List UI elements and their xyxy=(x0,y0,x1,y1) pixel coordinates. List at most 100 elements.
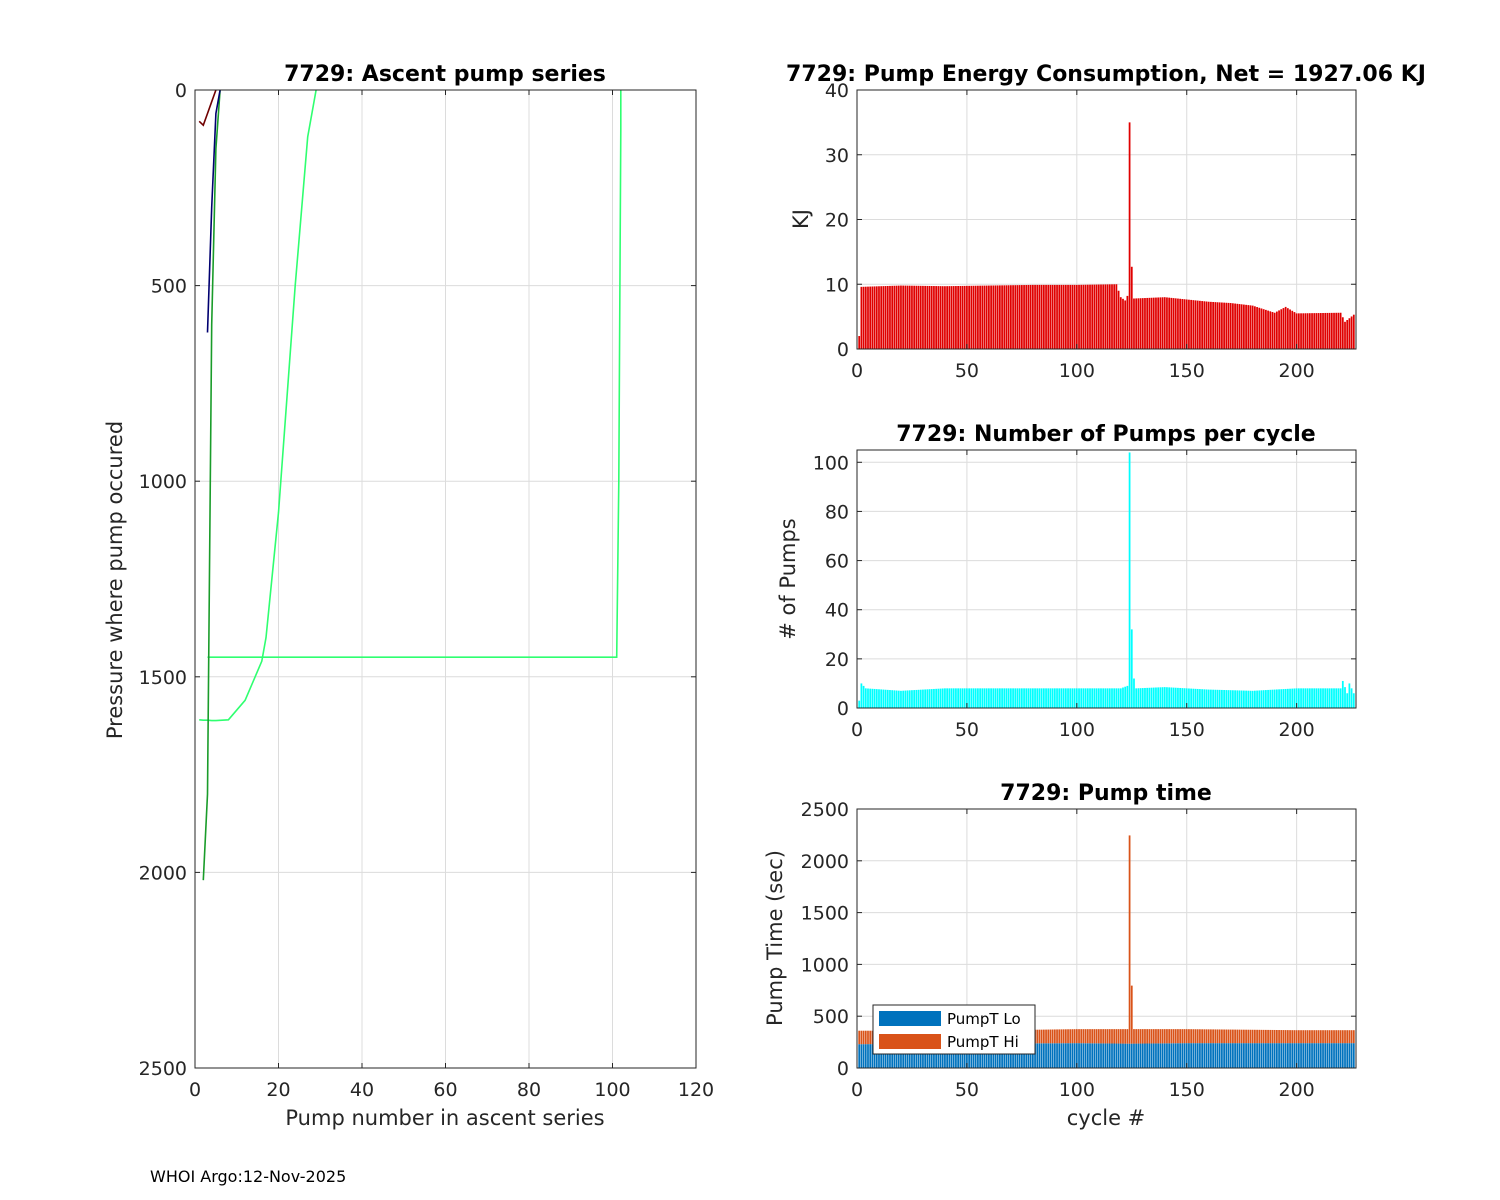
ascent-ytick-label: 0 xyxy=(175,80,187,102)
pumps-bar xyxy=(1218,689,1221,708)
pumps-bar xyxy=(1018,688,1021,708)
pumptime-hi-bar xyxy=(1258,1029,1261,1044)
pumps-bar xyxy=(926,689,929,708)
pumptime-lo-bar xyxy=(1053,1043,1056,1068)
energy-bar xyxy=(1106,284,1109,349)
energy-bar xyxy=(1264,309,1267,349)
energy-bar xyxy=(930,285,933,349)
energy-bar xyxy=(1308,313,1311,349)
pumps-bar xyxy=(900,690,902,708)
pumptime-lo-bar xyxy=(1227,1043,1230,1068)
pumps-bar xyxy=(1254,690,1256,708)
pumptime-hi-bar xyxy=(1058,1029,1061,1044)
pumptime-lo-bar xyxy=(1166,1043,1168,1068)
energy-bar xyxy=(1194,300,1197,349)
energy-bar xyxy=(880,286,883,349)
pumptime-lo-bar xyxy=(1352,1043,1355,1068)
energy-bar xyxy=(871,286,874,349)
pumptime-hi-bar xyxy=(1264,1029,1267,1044)
pumps-bar xyxy=(1049,688,1052,708)
pumps-bar xyxy=(985,688,988,708)
energy-bar xyxy=(1168,297,1171,349)
ascent-xtick-label: 60 xyxy=(433,1079,457,1101)
pumptime-lo-bar xyxy=(897,1043,900,1068)
pumptime-hi-bar xyxy=(1130,985,1133,1044)
pumps-bar xyxy=(1058,688,1061,708)
pumptime-lo-bar xyxy=(994,1043,997,1068)
pumptime-hi-bar xyxy=(1278,1030,1280,1044)
pumptime-hi-bar xyxy=(1067,1029,1069,1044)
pumptime-hi-bar xyxy=(869,1030,872,1045)
pumps-bar xyxy=(1139,688,1142,708)
pumptime-hi-bar xyxy=(1240,1029,1243,1044)
pumps-bar xyxy=(935,688,938,708)
energy-xtick-label: 200 xyxy=(1279,360,1315,382)
pumptime-hi-bar xyxy=(860,1030,863,1045)
energy-bar xyxy=(1082,284,1085,349)
pumptime-lo-bar xyxy=(1150,1043,1153,1068)
energy-bar xyxy=(1269,311,1272,349)
pumps-bar xyxy=(904,690,907,708)
energy-bar xyxy=(1166,297,1168,349)
pumptime-lo-bar xyxy=(957,1043,959,1068)
energy-bar xyxy=(1023,285,1025,349)
pumptime-hi-bar xyxy=(1113,1029,1116,1044)
pumptime-lo-bar xyxy=(1236,1043,1239,1068)
pumps-bar xyxy=(1157,687,1160,708)
energy-bar xyxy=(1352,314,1355,349)
energy-bar xyxy=(1324,312,1327,349)
energy-bar xyxy=(1271,312,1274,349)
pumps-bar xyxy=(1302,688,1305,708)
pumptime-hi-bar xyxy=(862,1030,865,1045)
pumps-bar xyxy=(1273,689,1276,708)
pumps-bar xyxy=(1181,688,1184,708)
pumps-bar xyxy=(1295,688,1298,708)
energy-bar xyxy=(1234,303,1236,349)
pumptime-hi-bar xyxy=(1161,1029,1164,1044)
ascent-series-line xyxy=(206,89,221,333)
pumptime-hi-bar xyxy=(1269,1029,1272,1044)
pumptime-lo-bar xyxy=(1095,1043,1098,1068)
pumptime-lo-bar xyxy=(1027,1043,1030,1068)
pumptime-hi-bar xyxy=(1324,1030,1327,1044)
energy-bar xyxy=(1207,301,1210,349)
pumptime-lo-bar xyxy=(1308,1043,1311,1068)
pumptime-lo-bar xyxy=(1124,1043,1127,1068)
energy-bar xyxy=(1137,298,1140,349)
pumptime-lo-bar xyxy=(919,1043,922,1068)
energy-bar xyxy=(1060,284,1063,349)
energy-bar xyxy=(1161,297,1164,349)
pumptime-lo-bar xyxy=(977,1043,979,1068)
pumps-bar xyxy=(1122,687,1124,708)
energy-bar xyxy=(1119,297,1122,349)
energy-bar xyxy=(928,285,931,349)
energy-bar xyxy=(963,285,966,349)
pumptime-lo-bar xyxy=(999,1043,1001,1068)
energy-bar xyxy=(1067,284,1069,349)
pumps-bar xyxy=(1014,688,1017,708)
pumptime-hi-bar xyxy=(1304,1030,1307,1044)
pumptime-hi-bar xyxy=(1326,1030,1329,1044)
energy-bar xyxy=(1300,313,1302,349)
energy-bar xyxy=(1038,284,1041,349)
energy-bar xyxy=(1333,312,1335,349)
pumptime-lo-bar xyxy=(1201,1043,1204,1068)
energy-bar xyxy=(1218,302,1221,349)
energy-bar xyxy=(1278,310,1280,349)
pumptime-hi-bar xyxy=(1300,1030,1302,1044)
pumptime-hi-bar xyxy=(1238,1029,1241,1044)
pumps-bar xyxy=(1126,685,1129,708)
pumptime-lo-bar xyxy=(1047,1043,1050,1068)
energy-bar xyxy=(1240,304,1243,349)
energy-bar xyxy=(913,285,916,349)
pumps-bar xyxy=(1174,687,1177,708)
pumptime-hi-bar xyxy=(1086,1029,1089,1044)
pumptime-hi-bar xyxy=(1319,1030,1322,1044)
pumptime-lo-bar xyxy=(1130,1043,1133,1068)
energy-bar xyxy=(1311,313,1313,349)
pumptime-lo-bar xyxy=(1346,1043,1349,1068)
energy-bar xyxy=(893,285,896,349)
energy-bar xyxy=(1317,313,1320,349)
pumptime-ytick-label: 500 xyxy=(813,1006,849,1028)
energy-bar xyxy=(862,286,865,349)
